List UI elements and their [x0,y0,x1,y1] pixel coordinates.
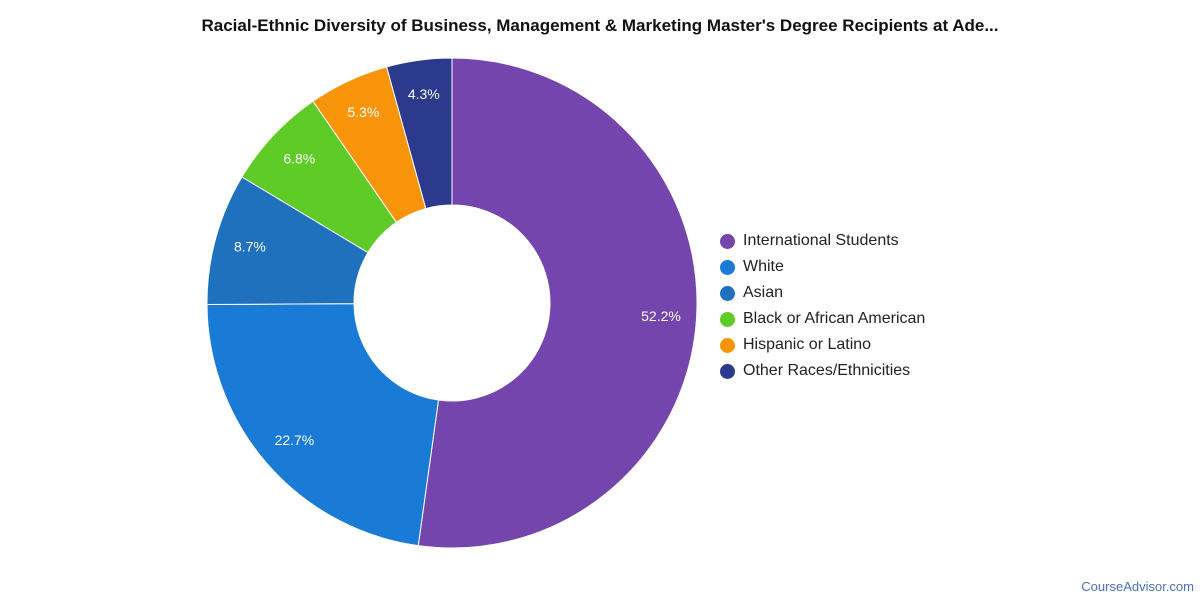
legend-swatch-icon [720,233,735,249]
slice-label-black-or-african-american: 6.8% [283,150,315,166]
chart-legend: International Students White Asian Black or… [720,228,925,384]
legend-item-other-races-ethnicities[interactable]: Other Races/Ethnicities [720,358,925,384]
legend-label: Hispanic or Latino [743,336,872,353]
legend-item-asian[interactable]: Asian [720,280,925,306]
legend-swatch-icon [720,259,735,275]
legend-swatch-icon [720,337,735,353]
legend-label: International Students [743,232,899,249]
slice-international-students[interactable] [417,57,698,549]
slice-label-other-races-ethnicities: 4.3% [408,86,440,102]
legend-swatch-icon [720,285,735,301]
chart-title: Racial-Ethnic Diversity of Business, Man… [201,16,999,35]
legend-swatch-icon [720,363,735,379]
slice-label-asian: 8.7% [234,238,266,254]
legend-label: Other Races/Ethnicities [743,362,911,379]
legend-label: White [743,258,784,275]
legend-item-black-or-african-american[interactable]: Black or African American [720,306,925,332]
legend-label: Black or African American [743,310,926,327]
legend-item-white[interactable]: White [720,254,925,280]
slice-label-hispanic-or-latino: 5.3% [347,104,379,120]
legend-item-international-students[interactable]: International Students [720,228,925,254]
slice-label-white: 22.7% [275,432,315,448]
legend-item-hispanic-or-latino[interactable]: Hispanic or Latino [720,332,925,358]
legend-swatch-icon [720,311,735,327]
source-credit[interactable]: CourseAdvisor.com [1081,579,1194,594]
legend-label: Asian [743,284,784,301]
slice-white[interactable] [206,303,440,547]
slice-other-races-ethnicities[interactable] [385,57,453,210]
slice-label-international-students: 52.2% [641,308,681,324]
